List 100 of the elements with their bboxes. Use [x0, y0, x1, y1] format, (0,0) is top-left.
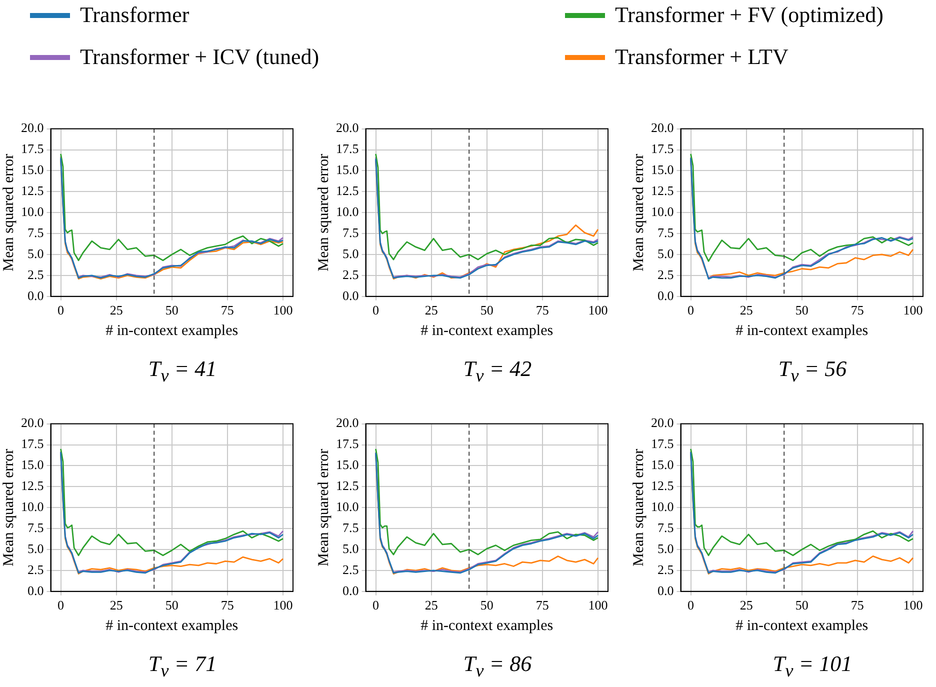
y-tick-label: 17.5: [651, 436, 674, 452]
text: T$_{v}$ = 42: [462, 356, 533, 386]
x-tick-label: 100: [273, 302, 293, 318]
y-tick-label: 20.0: [336, 120, 359, 136]
y-tick-label: 2.5: [342, 266, 359, 282]
x-tick-label: 0: [58, 598, 64, 613]
x-tick-label: 50: [795, 598, 808, 613]
y-tick-label: 0.0: [342, 288, 359, 303]
x-tick-label: 75: [536, 598, 549, 613]
y-axis-title: Mean squared error: [0, 448, 17, 566]
x-tick-label: 100: [903, 302, 923, 318]
x-tick-label: 0: [688, 598, 694, 613]
y-tick-label: 10.0: [651, 499, 674, 514]
x-tick-label: 100: [588, 598, 608, 613]
y-axis-title: Mean squared error: [630, 154, 647, 272]
y-tick-label: 2.5: [658, 266, 674, 282]
x-tick-label: 25: [424, 302, 438, 318]
text: T$_{v}$ = 86: [462, 651, 533, 682]
y-tick-label: 12.5: [336, 183, 359, 198]
y-tick-label: 15.0: [336, 457, 359, 472]
y-tick-label: 0.0: [342, 582, 359, 598]
y-tick-label: 20.0: [21, 415, 44, 430]
y-tick-label: 7.5: [658, 520, 674, 535]
x-tick-label: 50: [480, 302, 494, 318]
x-tick-label: 50: [480, 598, 494, 613]
y-tick-label: 20.0: [336, 415, 359, 430]
y-tick-label: 2.5: [658, 562, 674, 577]
y-tick-label: 12.5: [651, 478, 674, 494]
y-tick-label: 0.0: [28, 582, 44, 598]
text: T$_{v}$ = 41: [147, 356, 218, 386]
y-tick-label: 7.5: [28, 520, 44, 535]
x-axis-title: # in-context examples: [420, 618, 554, 634]
x-tick-label: 75: [536, 302, 549, 318]
x-tick-label: 75: [850, 598, 864, 613]
x-tick-label: 75: [220, 598, 234, 613]
y-tick-label: 7.5: [342, 224, 359, 240]
text: T$_{v}$ = 71: [147, 651, 218, 682]
x-tick-label: 25: [740, 302, 753, 318]
y-tick-label: 20.0: [21, 120, 44, 136]
x-axis-title: # in-context examples: [420, 322, 554, 339]
y-tick-label: 5.0: [658, 540, 674, 556]
x-tick-label: 50: [165, 598, 178, 613]
y-tick-label: 10.0: [336, 204, 359, 220]
y-tick-label: 5.0: [342, 246, 359, 261]
x-tick-label: 75: [850, 302, 864, 318]
x-tick-label: 0: [688, 302, 694, 318]
y-tick-label: 20.0: [651, 120, 674, 136]
x-axis-title: # in-context examples: [736, 322, 868, 339]
y-tick-label: 15.0: [651, 457, 674, 472]
y-tick-label: 7.5: [342, 520, 359, 535]
y-axis-title: Mean squared error: [316, 448, 332, 566]
y-tick-label: 10.0: [21, 204, 44, 220]
x-tick-label: 0: [372, 302, 379, 318]
x-tick-label: 100: [588, 302, 608, 318]
y-axis-title: Mean squared error: [630, 448, 647, 566]
y-tick-label: 5.0: [658, 246, 674, 261]
x-tick-label: 25: [740, 598, 753, 613]
x-tick-label: 100: [273, 598, 293, 613]
y-tick-label: 10.0: [651, 204, 674, 220]
text: T$_{v}$ = 101: [772, 651, 854, 682]
y-tick-label: 2.5: [28, 266, 44, 282]
y-tick-label: 12.5: [336, 478, 359, 494]
y-tick-label: 0.0: [28, 288, 44, 303]
legend-label: Transformer + FV (optimized): [615, 2, 884, 28]
y-tick-label: 5.0: [28, 540, 44, 556]
y-tick-label: 2.5: [342, 562, 359, 577]
x-axis-title: # in-context examples: [736, 618, 868, 634]
y-tick-label: 12.5: [651, 183, 674, 198]
x-tick-label: 0: [58, 302, 64, 318]
y-tick-label: 12.5: [21, 478, 44, 494]
y-tick-label: 2.5: [28, 562, 44, 577]
y-tick-label: 5.0: [28, 246, 44, 261]
x-axis-title: # in-context examples: [106, 322, 238, 339]
y-tick-label: 0.0: [658, 288, 674, 303]
y-tick-label: 7.5: [28, 224, 44, 240]
x-axis-title: # in-context examples: [106, 618, 238, 634]
legend-label: Transformer + LTV: [615, 44, 788, 70]
y-tick-label: 10.0: [336, 499, 359, 514]
y-tick-label: 17.5: [21, 436, 44, 452]
y-axis-title: Mean squared error: [0, 154, 17, 272]
x-tick-label: 0: [372, 598, 379, 613]
y-tick-label: 0.0: [658, 582, 674, 598]
y-tick-label: 10.0: [21, 499, 44, 514]
x-tick-label: 25: [110, 598, 123, 613]
y-tick-label: 15.0: [651, 162, 674, 178]
text: T$_{v}$ = 56: [777, 356, 848, 386]
y-tick-label: 17.5: [336, 141, 359, 156]
y-tick-label: 20.0: [651, 415, 674, 430]
y-tick-label: 5.0: [342, 540, 359, 556]
y-tick-label: 17.5: [651, 141, 674, 156]
x-tick-label: 75: [220, 302, 234, 318]
legend-label: Transformer: [80, 2, 190, 28]
y-tick-label: 12.5: [21, 183, 44, 198]
y-tick-label: 15.0: [21, 457, 44, 472]
y-tick-label: 15.0: [21, 162, 44, 178]
x-tick-label: 50: [795, 302, 808, 318]
legend-label: Transformer + ICV (tuned): [80, 44, 320, 70]
y-tick-label: 15.0: [336, 162, 359, 178]
y-axis-title: Mean squared error: [316, 154, 332, 272]
x-tick-label: 50: [165, 302, 178, 318]
